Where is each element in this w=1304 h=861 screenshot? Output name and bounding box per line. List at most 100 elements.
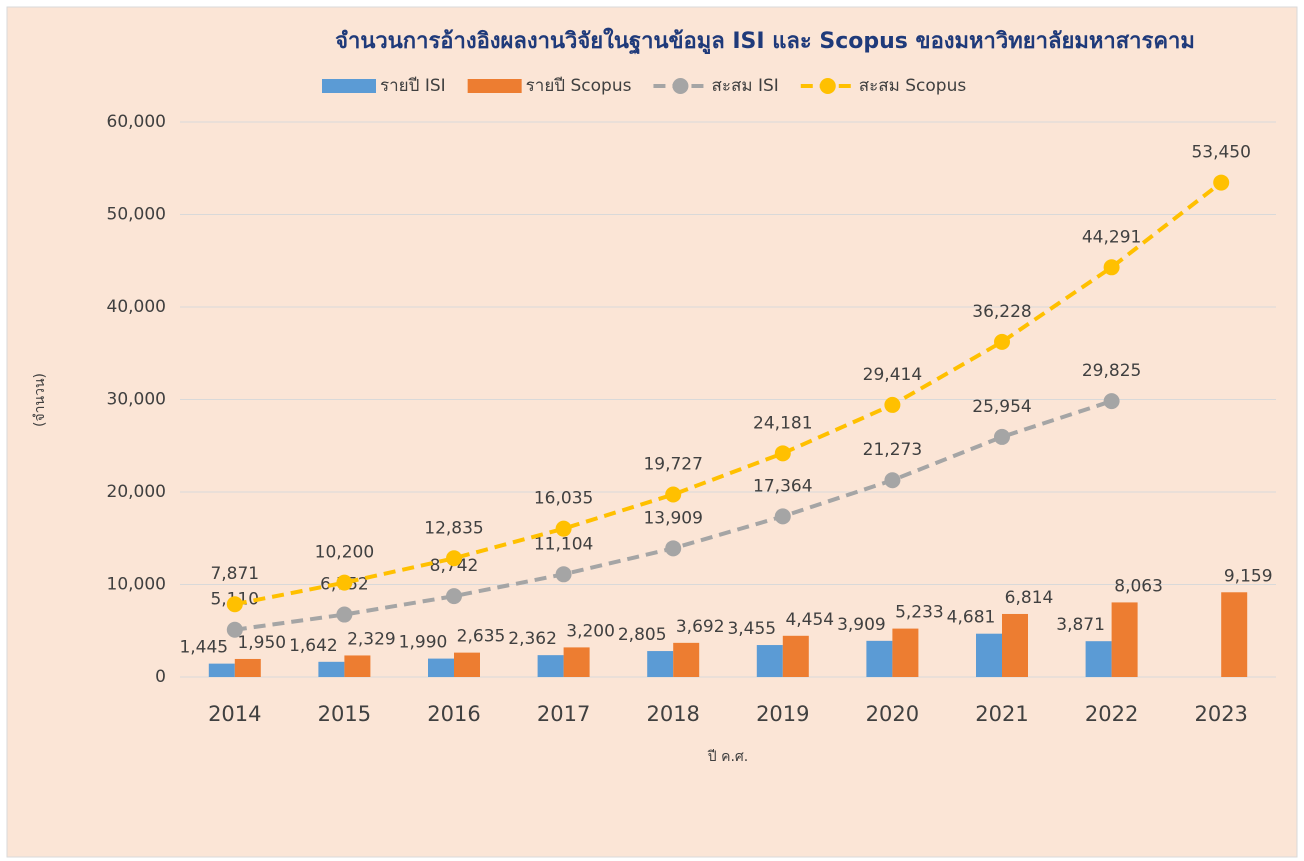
- data-label: 5,233: [895, 603, 944, 623]
- x-tick-label: 2015: [318, 702, 371, 726]
- data-label: 2,362: [508, 629, 557, 649]
- data-label: 4,454: [785, 610, 834, 630]
- bar: [1002, 613, 1028, 677]
- legend-label: สะสม Scopus: [859, 76, 967, 96]
- data-label: 11,104: [534, 534, 593, 554]
- data-label: 44,291: [1082, 227, 1141, 247]
- line-point: [226, 596, 243, 613]
- line-point: [336, 606, 353, 623]
- x-tick-label: 2014: [208, 702, 261, 726]
- bar: [454, 652, 480, 677]
- line-point: [446, 588, 462, 605]
- data-label: 4,681: [947, 608, 996, 628]
- data-label: 21,273: [863, 440, 922, 460]
- data-label: 1,445: [179, 638, 228, 658]
- data-label: 9,159: [1224, 566, 1273, 586]
- data-label: 1,950: [237, 633, 286, 653]
- x-tick-label: 2017: [537, 702, 590, 726]
- x-tick-label: 2019: [756, 702, 809, 726]
- bar: [866, 640, 893, 677]
- bar: [344, 655, 371, 677]
- bar: [208, 663, 235, 677]
- data-label: 7,871: [210, 564, 259, 584]
- data-label: 36,228: [972, 302, 1031, 322]
- legend-label: รายปี Scopus: [526, 76, 632, 96]
- bar: [1221, 592, 1248, 677]
- data-label: 13,909: [643, 508, 702, 528]
- line-point: [1213, 174, 1230, 191]
- bar: [892, 628, 919, 677]
- x-tick-label: 2021: [975, 702, 1028, 726]
- data-label: 10,200: [315, 543, 374, 563]
- bar: [428, 658, 454, 677]
- x-tick-label: 2022: [1085, 702, 1138, 726]
- data-label: 3,909: [837, 615, 886, 635]
- data-label: 2,805: [618, 625, 667, 645]
- line-point: [994, 428, 1010, 445]
- line-point: [774, 445, 791, 462]
- data-label: 12,835: [424, 518, 483, 538]
- data-label: 3,692: [676, 617, 725, 637]
- data-label: 53,450: [1191, 143, 1250, 163]
- line-point: [774, 508, 791, 525]
- line: [234, 181, 1223, 607]
- line-point: [665, 540, 682, 557]
- data-label: 19,727: [643, 455, 702, 475]
- bar: [756, 645, 783, 677]
- data-label: 1,642: [289, 636, 338, 656]
- bar: [234, 658, 261, 677]
- data-label: 6,814: [1005, 588, 1054, 608]
- data-label: 2,635: [457, 627, 506, 647]
- data-label: 3,871: [1056, 615, 1105, 635]
- bar: [976, 633, 1002, 677]
- bar: [647, 651, 674, 677]
- data-label: 17,364: [753, 476, 812, 496]
- data-label: 3,200: [566, 621, 615, 641]
- y-tick-label: 10,000: [107, 575, 166, 595]
- x-tick-label: 2023: [1194, 702, 1247, 726]
- x-axis-label: ปี ค.ศ.: [707, 749, 748, 765]
- line-point: [665, 486, 682, 503]
- legend-swatch: [467, 79, 522, 93]
- y-tick-label: 40,000: [107, 297, 166, 317]
- line-point: [884, 472, 901, 489]
- bar: [1085, 641, 1112, 677]
- y-tick-label: 0: [155, 667, 166, 687]
- data-label: 8,063: [1114, 576, 1163, 596]
- bar: [563, 647, 590, 677]
- line-point: [1103, 259, 1120, 276]
- y-tick-label: 30,000: [107, 390, 166, 410]
- y-tick-label: 60,000: [107, 112, 166, 132]
- x-tick-label: 2018: [646, 702, 699, 726]
- y-axis-label: (จำนวน): [32, 373, 48, 427]
- y-tick-label: 50,000: [107, 205, 166, 225]
- chart-title: จำนวนการอ้างอิงผลงานวิจัยในฐานข้อมูล ISI…: [335, 27, 1195, 55]
- legend-swatch: [819, 78, 836, 94]
- bar: [537, 655, 564, 677]
- line-point: [1103, 393, 1120, 410]
- x-tick-label: 2020: [866, 702, 919, 726]
- line-point: [884, 396, 901, 413]
- bar: [1111, 602, 1138, 677]
- bar: [318, 661, 345, 677]
- data-label: 2,329: [347, 629, 396, 649]
- data-label: 1,990: [399, 633, 448, 653]
- legend-swatch: [322, 79, 376, 93]
- legend-label: สะสม ISI: [711, 76, 778, 96]
- legend-swatch: [672, 78, 689, 94]
- line-point: [555, 520, 572, 537]
- bar: [673, 642, 700, 677]
- legend-label: รายปี ISI: [380, 76, 446, 96]
- data-label: 3,455: [727, 619, 776, 639]
- bar: [782, 635, 809, 677]
- data-label: 16,035: [534, 489, 593, 509]
- line-point: [446, 550, 462, 567]
- data-label: 25,954: [972, 397, 1031, 417]
- chart-background: [6, 6, 1298, 858]
- data-label: 29,414: [863, 365, 922, 385]
- line-point: [994, 333, 1010, 350]
- line-point: [336, 574, 353, 591]
- line-point: [555, 566, 572, 583]
- x-tick-label: 2016: [427, 702, 480, 726]
